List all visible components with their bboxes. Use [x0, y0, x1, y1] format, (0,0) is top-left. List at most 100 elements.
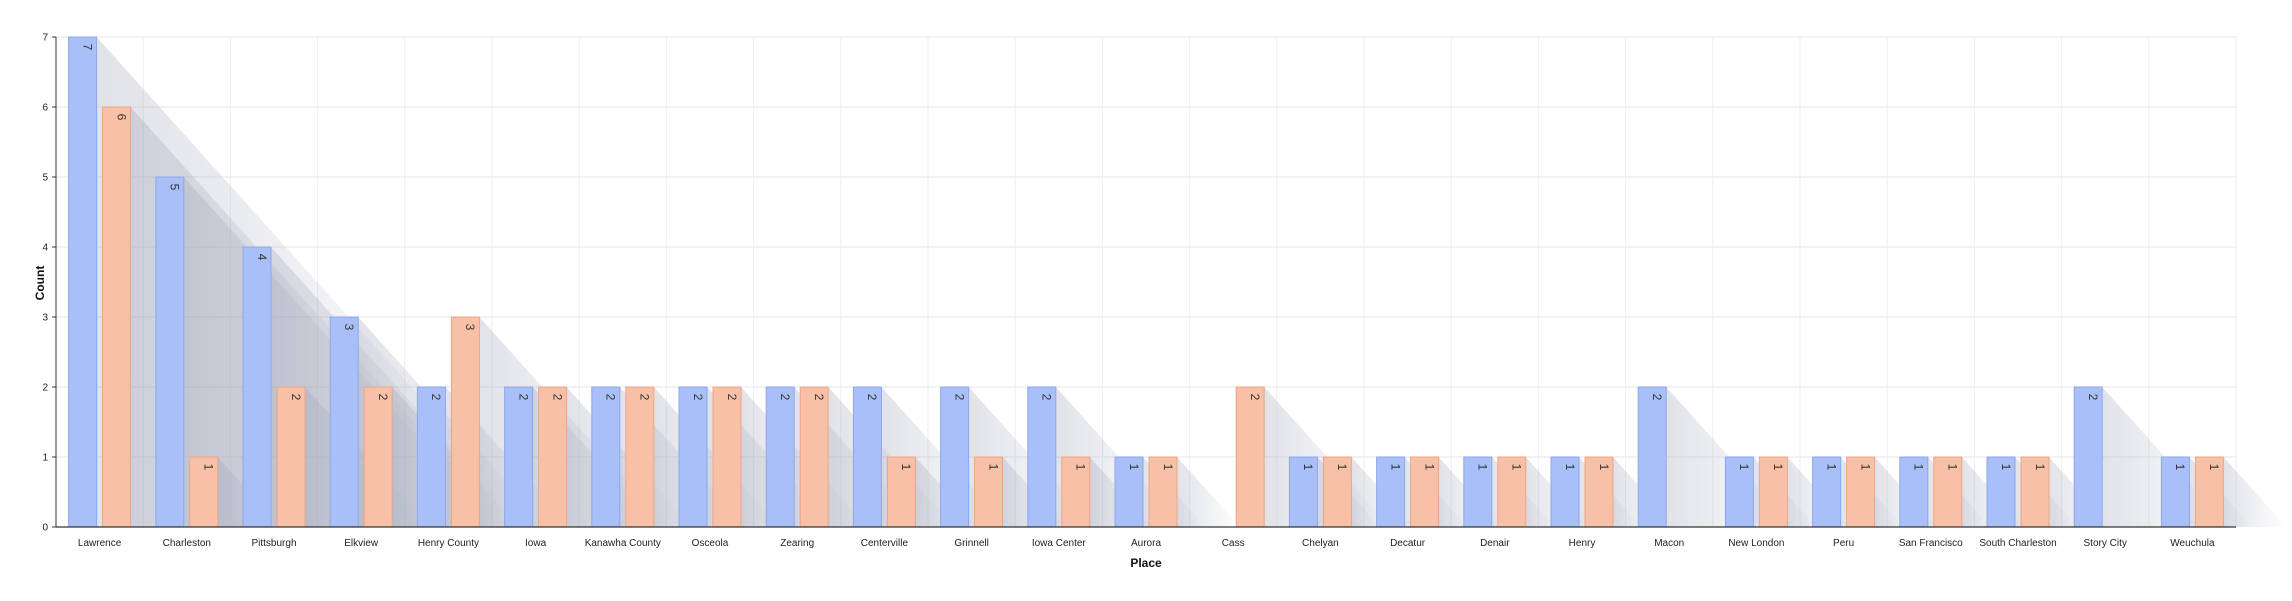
data-label: 2	[1248, 394, 1262, 401]
y-axis-title: Count	[33, 266, 47, 301]
data-label: 2	[604, 394, 618, 401]
y-tick-label: 6	[42, 103, 48, 114]
bar	[799, 386, 829, 528]
bar-shadow	[2223, 457, 2287, 527]
data-label: 1	[1388, 464, 1402, 471]
data-label: 1	[202, 464, 216, 471]
bar	[1899, 456, 1929, 528]
x-tick-label: Kanawha County	[585, 538, 661, 549]
bar	[189, 456, 219, 528]
data-label: 1	[1912, 464, 1926, 471]
x-tick-label: New London	[1728, 538, 1784, 549]
data-label: 1	[1161, 464, 1175, 471]
y-tick-label: 5	[42, 173, 48, 184]
data-label: 3	[342, 324, 356, 331]
data-label: 2	[376, 394, 390, 401]
data-label: 1	[1563, 464, 1577, 471]
y-tick-label: 2	[42, 383, 48, 394]
data-label: 1	[1771, 464, 1785, 471]
x-tick-label: Charleston	[163, 538, 211, 549]
x-tick-label: Macon	[1654, 538, 1684, 549]
bar-shadow	[1177, 457, 1240, 527]
bar	[678, 386, 708, 528]
y-tick-label: 3	[42, 313, 48, 324]
data-label: 2	[812, 394, 826, 401]
bar	[1637, 386, 1667, 528]
x-tick-label: Elkview	[344, 538, 379, 549]
x-tick-label: Cass	[1222, 538, 1245, 549]
x-tick-label: Peru	[1833, 538, 1854, 549]
x-tick-label: Osceola	[692, 538, 729, 549]
bar	[940, 386, 970, 528]
bar	[538, 386, 568, 528]
bar	[1497, 456, 1527, 528]
data-label: 2	[638, 394, 652, 401]
data-label: 7	[80, 44, 94, 51]
data-label: 1	[899, 464, 913, 471]
data-label: 2	[289, 394, 303, 401]
data-label: 1	[1737, 464, 1751, 471]
data-label: 2	[952, 394, 966, 401]
data-label: 3	[463, 324, 477, 331]
bar	[504, 386, 534, 528]
bar	[68, 36, 98, 528]
y-tick-label: 1	[42, 453, 48, 464]
x-tick-label: South Charleston	[1979, 538, 2056, 549]
data-label: 2	[778, 394, 792, 401]
bar	[1846, 456, 1876, 528]
bars	[68, 36, 2224, 528]
x-tick-label: Aurora	[1131, 538, 1161, 549]
bar	[852, 386, 882, 528]
x-tick-label: Henry	[1569, 538, 1596, 549]
bar	[102, 106, 132, 528]
bar	[329, 316, 359, 528]
bar	[1410, 456, 1440, 528]
bar	[1550, 456, 1580, 528]
data-label: 1	[1597, 464, 1611, 471]
x-tick-label: Zearing	[780, 538, 814, 549]
bar	[2073, 386, 2103, 528]
bar	[591, 386, 621, 528]
data-labels: 7 6 5 1 4 2 3 2 2 3 2 2 2 2 2 2 2 2 2 1 2 1 2 1 1 1 2 1 1 1 1 1 1 1 1 2 1 1 1 1…	[80, 44, 2221, 471]
bar	[2020, 456, 2050, 528]
data-label: 1	[2173, 464, 2187, 471]
data-label: 1	[1858, 464, 1872, 471]
bar	[1463, 456, 1493, 528]
bar	[1758, 456, 1788, 528]
bar	[1027, 386, 1057, 528]
x-tick-label: Lawrence	[78, 538, 122, 549]
data-label: 1	[2033, 464, 2047, 471]
data-label: 1	[2207, 464, 2221, 471]
data-label: 5	[168, 184, 182, 191]
bar	[1322, 456, 1352, 528]
bar	[1986, 456, 2016, 528]
data-label: 2	[865, 394, 879, 401]
x-tick-label: Iowa	[525, 538, 547, 549]
bar	[450, 316, 480, 528]
data-label: 2	[1650, 394, 1664, 401]
data-label: 1	[1422, 464, 1436, 471]
bar	[712, 386, 742, 528]
data-label: 2	[691, 394, 705, 401]
data-label: 1	[1301, 464, 1315, 471]
x-tick-label: Denair	[1480, 538, 1510, 549]
y-tick-label: 0	[42, 523, 48, 534]
bar	[276, 386, 306, 528]
bar	[1288, 456, 1318, 528]
bar	[625, 386, 655, 528]
data-label: 2	[429, 394, 443, 401]
data-label: 2	[1040, 394, 1054, 401]
x-axis-title: Place	[1130, 556, 1162, 570]
data-label: 1	[1476, 464, 1490, 471]
x-tick-label: Weuchula	[2170, 538, 2215, 549]
data-label: 2	[725, 394, 739, 401]
x-tick-label: Pittsburgh	[251, 538, 296, 549]
bar	[155, 176, 185, 528]
bar	[2160, 456, 2190, 528]
bar	[765, 386, 795, 528]
bar	[363, 386, 393, 528]
bar	[1235, 386, 1265, 528]
bar	[242, 246, 272, 528]
data-label: 4	[255, 254, 269, 261]
